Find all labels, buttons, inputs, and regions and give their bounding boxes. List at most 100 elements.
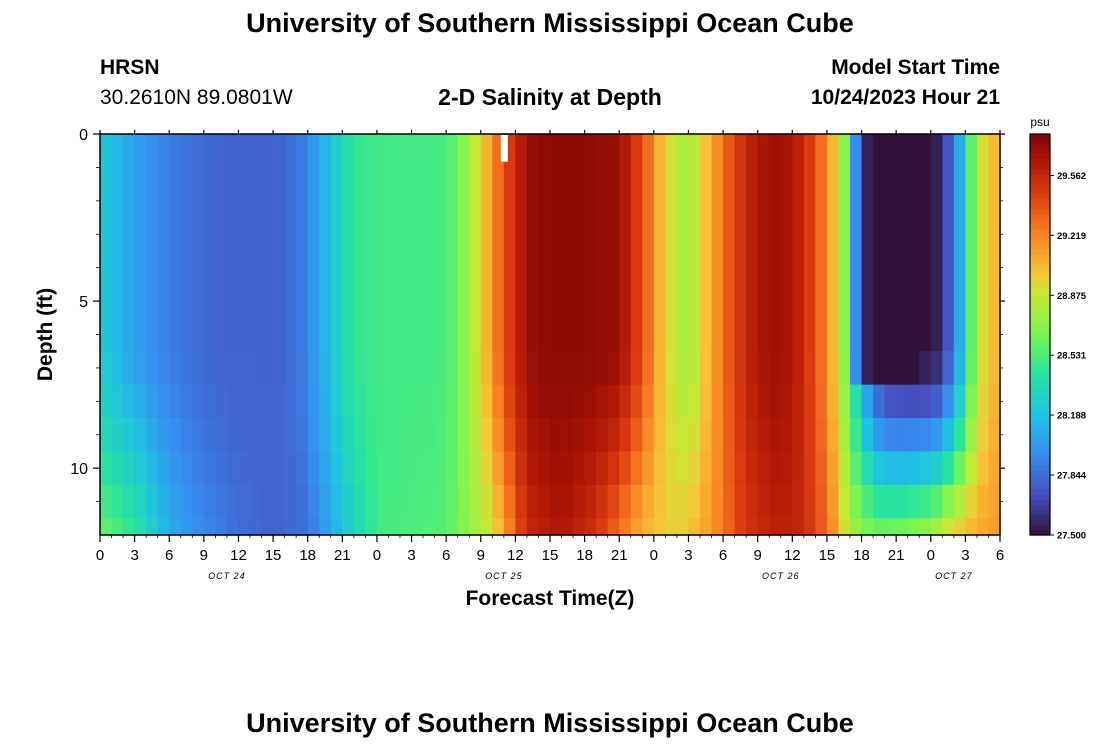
- heatmap-cell: [180, 384, 193, 419]
- heatmap-cell: [757, 351, 770, 386]
- colorbar-segment: [1030, 389, 1050, 396]
- colorbar-tick-label: 28.188: [1057, 411, 1086, 422]
- heatmap-cell: [342, 451, 355, 486]
- heatmap-cell: [642, 518, 655, 536]
- x-tick-label: 6: [442, 547, 450, 564]
- heatmap-cell: [815, 418, 828, 453]
- colorbar-segment: [1030, 174, 1050, 180]
- y-axis-label: Depth (ft): [34, 288, 57, 381]
- heatmap-cell: [665, 351, 678, 386]
- heatmap-cell: [250, 451, 263, 486]
- heatmap-cell: [492, 484, 505, 519]
- colorbar-segment: [1030, 219, 1050, 225]
- heatmap-cell: [550, 418, 563, 453]
- heatmap-cell: [307, 351, 320, 386]
- colorbar-segment: [1030, 209, 1050, 215]
- heatmap-cell: [746, 384, 759, 419]
- heatmap-cell: [757, 134, 770, 352]
- heatmap-cell: [976, 418, 990, 453]
- heatmap-cell: [365, 351, 378, 386]
- heatmap-cell: [169, 451, 182, 486]
- heatmap-cell: [353, 384, 366, 419]
- heatmap-cell: [688, 351, 701, 386]
- heatmap-cell: [261, 418, 274, 453]
- colorbar-tick-label: 28.531: [1057, 351, 1087, 362]
- heatmap-cell: [273, 484, 286, 519]
- heatmap-cell: [550, 484, 563, 519]
- heatmap-cell: [780, 351, 793, 386]
- model-start-label: Model Start Time: [831, 56, 1000, 79]
- heatmap-cell: [607, 418, 620, 453]
- heatmap-cell: [238, 451, 251, 486]
- heatmap-cell: [815, 134, 828, 352]
- heatmap-cell: [538, 384, 551, 419]
- heatmap-cell: [711, 451, 724, 486]
- colorbar-segment: [1030, 229, 1050, 235]
- heatmap-cell: [769, 418, 782, 453]
- heatmap-cell: [353, 451, 366, 486]
- colorbar-segment: [1030, 379, 1050, 386]
- heatmap-cell: [942, 384, 955, 419]
- heatmap-cell: [653, 451, 666, 486]
- colorbar-segment: [1030, 234, 1050, 240]
- heatmap-cell: [365, 451, 378, 486]
- heatmap-cell: [976, 518, 990, 536]
- colorbar-segment: [1030, 419, 1050, 426]
- heatmap-cell: [457, 518, 470, 536]
- heatmap-cell: [411, 384, 424, 419]
- x-tick-label: 21: [888, 547, 905, 564]
- heatmap-cell: [746, 484, 759, 519]
- station-id: HRSN: [100, 56, 160, 79]
- colorbar-tick-label: 29.219: [1057, 231, 1086, 242]
- colorbar-segment: [1030, 169, 1050, 175]
- heatmap-cell: [665, 451, 678, 486]
- heatmap-cell: [965, 351, 978, 386]
- heatmap-cell: [446, 518, 459, 536]
- colorbar-segment: [1030, 274, 1050, 280]
- colorbar-segment: [1030, 309, 1050, 316]
- heatmap-cell: [665, 484, 678, 519]
- heatmap-cell: [215, 134, 228, 352]
- heatmap-cell: [723, 351, 736, 386]
- heatmap-cell: [469, 134, 482, 352]
- colorbar-segment: [1030, 249, 1050, 255]
- colorbar: 27.500 27.844 28.188 28.531 28.875 29.219 29.5…: [1029, 115, 1087, 542]
- heatmap-cell: [723, 384, 736, 419]
- heatmap-cell: [711, 518, 724, 536]
- heatmap-cell: [826, 134, 840, 352]
- heatmap-cell: [469, 451, 482, 486]
- y-tick-label: 10: [70, 461, 88, 478]
- heatmap-cell: [480, 518, 493, 536]
- heatmap-cell: [203, 484, 216, 519]
- heatmap-cell: [296, 451, 309, 486]
- heatmap-cell: [584, 351, 597, 386]
- colorbar-segment: [1030, 439, 1050, 446]
- heatmap-cell: [988, 518, 1001, 536]
- heatmap-cell: [607, 518, 620, 536]
- heatmap-cell: [734, 134, 747, 352]
- heatmap-cell: [273, 418, 286, 453]
- colorbar-segment: [1030, 204, 1050, 210]
- heatmap-cell: [100, 518, 113, 536]
- heatmap-cell: [700, 484, 713, 519]
- heatmap-cell: [307, 134, 320, 352]
- colorbar-segment: [1030, 324, 1050, 331]
- heatmap-cell: [861, 484, 874, 519]
- heatmap-cell: [134, 134, 147, 352]
- heatmap-cell: [642, 484, 655, 519]
- heatmap-cell: [561, 134, 574, 352]
- heatmap-cell: [238, 518, 251, 536]
- colorbar-segment: [1030, 469, 1050, 476]
- heatmap-cell: [723, 418, 736, 453]
- heatmap-cell: [226, 518, 240, 536]
- heatmap-cell: [826, 484, 840, 519]
- colorbar-segment: [1030, 259, 1050, 265]
- heatmap-cell: [400, 134, 413, 352]
- heatmap-cell: [734, 484, 747, 519]
- date-label: OCT 27: [935, 571, 973, 581]
- heatmap-cell: [146, 384, 159, 419]
- heatmap-cell: [884, 418, 897, 453]
- heatmap-cell: [607, 351, 620, 386]
- colorbar-segment: [1030, 224, 1050, 230]
- heatmap-cell: [284, 351, 297, 386]
